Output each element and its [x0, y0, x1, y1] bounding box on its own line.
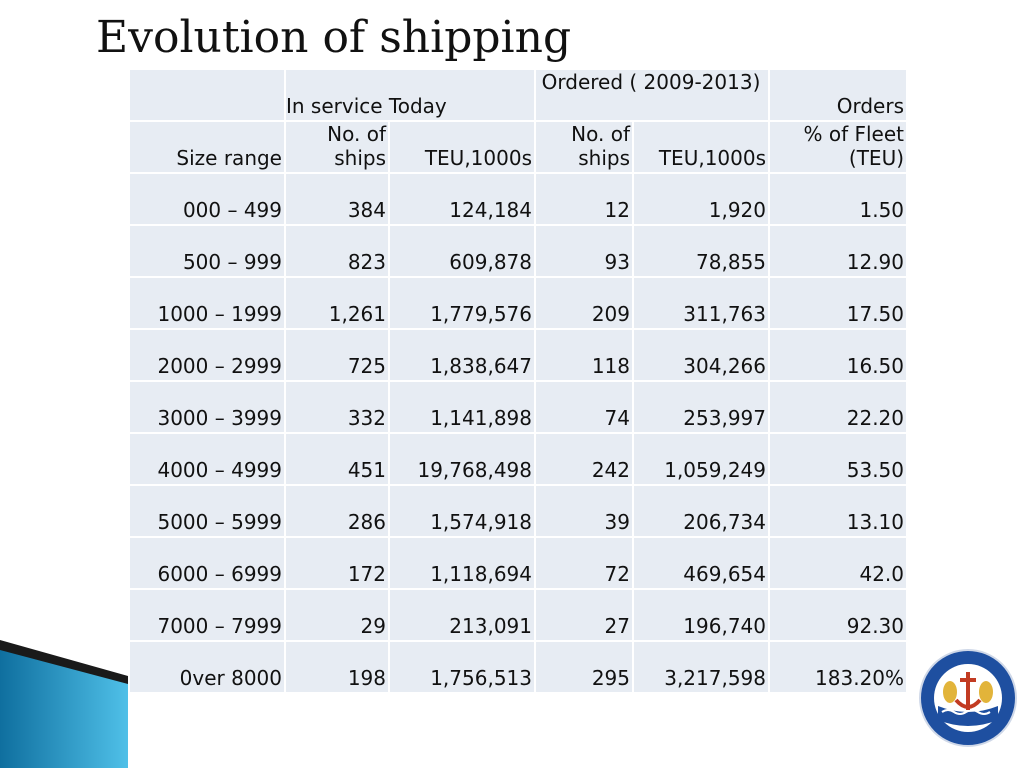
page-title: Evolution of shipping	[96, 12, 572, 63]
table-cell-pct: 17.50	[768, 276, 906, 330]
table-cell-ships: 1,261	[284, 276, 390, 330]
table-cell-size: 5000 – 5999	[128, 484, 286, 538]
table-cell-pct: 183.20%	[768, 640, 906, 694]
table-cell-teu: 609,878	[388, 224, 536, 278]
table-row: 1000 – 1999 1,261 1,779,576 209 311,763 17.50	[128, 276, 906, 330]
decorative-swoosh-icon	[0, 640, 128, 768]
header-row-group: In service Today Ordered ( 2009-2013) Or…	[128, 68, 906, 122]
table-cell-ships: 29	[284, 588, 390, 642]
header-orders: Orders	[768, 68, 906, 122]
header-ordered-no-of-ships: No. of ships	[534, 120, 634, 174]
table-cell-teu: 1,756,513	[388, 640, 536, 694]
table-cell-pct: 53.50	[768, 432, 906, 486]
table-cell-teu: 1,141,898	[388, 380, 536, 434]
kenya-ports-authority-seal-icon	[919, 649, 1017, 747]
table-cell-o-ships: 72	[534, 536, 634, 590]
header-pct-fleet: % of Fleet (TEU)	[768, 120, 906, 174]
header-ordered: Ordered ( 2009-2013)	[533, 68, 771, 122]
table-cell-pct: 1.50	[768, 172, 906, 226]
shipping-fleet-table: In service Today Ordered ( 2009-2013) Or…	[128, 68, 906, 694]
table-cell-o-teu: 253,997	[631, 380, 771, 434]
table-cell-teu: 1,118,694	[388, 536, 536, 590]
table-cell-o-teu: 311,763	[631, 276, 771, 330]
table-cell-size: 2000 – 2999	[128, 328, 286, 382]
table-cell-ships: 198	[284, 640, 390, 694]
table-cell-size: 500 – 999	[128, 224, 286, 278]
table-cell-ships: 286	[284, 484, 390, 538]
table-cell-o-teu: 469,654	[631, 536, 771, 590]
table-row: 6000 – 6999 172 1,118,694 72 469,654 42.0	[128, 536, 906, 590]
table-row: 3000 – 3999 332 1,141,898 74 253,997 22.20	[128, 380, 906, 434]
table-cell-pct: 22.20	[768, 380, 906, 434]
header-empty-cell	[128, 68, 286, 122]
table-cell-pct: 42.0	[768, 536, 906, 590]
table-row: 5000 – 5999 286 1,574,918 39 206,734 13.10	[128, 484, 906, 538]
table-cell-ships: 725	[284, 328, 390, 382]
table-cell-o-ships: 295	[534, 640, 634, 694]
table-cell-o-teu: 1,920	[631, 172, 771, 226]
table-cell-o-ships: 118	[534, 328, 634, 382]
table-cell-size: 000 – 499	[128, 172, 286, 226]
table-cell-pct: 16.50	[768, 328, 906, 382]
header-ordered-teu: TEU,1000s	[631, 120, 771, 174]
table-cell-o-ships: 39	[534, 484, 634, 538]
table-cell-size: 7000 – 7999	[128, 588, 286, 642]
table-cell-ships: 172	[284, 536, 390, 590]
table-cell-ships: 384	[284, 172, 390, 226]
header-teu: TEU,1000s	[388, 120, 536, 174]
table-cell-o-teu: 3,217,598	[631, 640, 771, 694]
table-cell-teu: 1,779,576	[388, 276, 536, 330]
table-cell-size: 6000 – 6999	[128, 536, 286, 590]
table-row: 000 – 499 384 124,184 12 1,920 1.50	[128, 172, 906, 226]
header-row-columns: Size range No. of ships TEU,1000s No. of…	[128, 120, 906, 174]
header-size-range: Size range	[128, 120, 286, 174]
table-cell-o-teu: 206,734	[631, 484, 771, 538]
table-cell-o-teu: 1,059,249	[631, 432, 771, 486]
table-row: 0ver 8000 198 1,756,513 295 3,217,598 183.20%	[128, 640, 906, 694]
table-cell-ships: 332	[284, 380, 390, 434]
header-in-service: In service Today	[284, 68, 536, 122]
table-row: 500 – 999 823 609,878 93 78,855 12.90	[128, 224, 906, 278]
table-cell-ships: 451	[284, 432, 390, 486]
table-cell-teu: 19,768,498	[388, 432, 536, 486]
table-cell-pct: 92.30	[768, 588, 906, 642]
table-cell-o-teu: 78,855	[631, 224, 771, 278]
table-cell-size: 0ver 8000	[128, 640, 286, 694]
table-cell-size: 4000 – 4999	[128, 432, 286, 486]
table-cell-o-ships: 209	[534, 276, 634, 330]
table-cell-teu: 213,091	[388, 588, 536, 642]
table-cell-o-ships: 242	[534, 432, 634, 486]
header-no-of-ships: No. of ships	[284, 120, 390, 174]
table-cell-o-teu: 196,740	[631, 588, 771, 642]
table-row: 2000 – 2999 725 1,838,647 118 304,266 16.50	[128, 328, 906, 382]
table-cell-pct: 12.90	[768, 224, 906, 278]
table-row: 4000 – 4999 451 19,768,498 242 1,059,249 53.5…	[128, 432, 906, 486]
table-row: 7000 – 7999 29 213,091 27 196,740 92.30	[128, 588, 906, 642]
table-cell-size: 1000 – 1999	[128, 276, 286, 330]
table-cell-teu: 1,574,918	[388, 484, 536, 538]
table-cell-size: 3000 – 3999	[128, 380, 286, 434]
table-cell-ships: 823	[284, 224, 390, 278]
table-cell-o-ships: 12	[534, 172, 634, 226]
table-cell-o-ships: 93	[534, 224, 634, 278]
table-cell-teu: 124,184	[388, 172, 536, 226]
table-cell-o-teu: 304,266	[631, 328, 771, 382]
table-cell-o-ships: 74	[534, 380, 634, 434]
shipping-table-container: In service Today Ordered ( 2009-2013) Or…	[128, 68, 906, 768]
table-cell-pct: 13.10	[768, 484, 906, 538]
table-cell-o-ships: 27	[534, 588, 634, 642]
table-cell-teu: 1,838,647	[388, 328, 536, 382]
